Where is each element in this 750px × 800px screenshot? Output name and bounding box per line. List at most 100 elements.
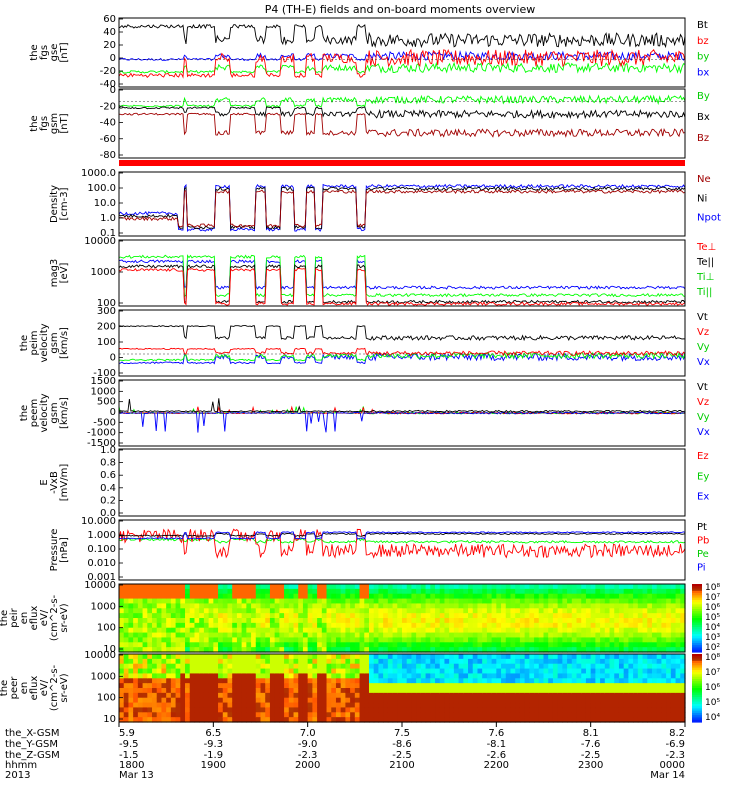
heatmap-cell bbox=[194, 588, 200, 595]
heatmap-cell bbox=[661, 697, 667, 704]
heatmap-cell bbox=[675, 697, 681, 704]
heatmap-cell bbox=[562, 588, 568, 595]
heatmap-cell bbox=[241, 642, 247, 648]
heatmap-cell bbox=[166, 673, 172, 679]
heatmap-cell bbox=[628, 598, 634, 605]
heatmap-cell bbox=[633, 598, 639, 605]
heatmap-cell bbox=[373, 603, 380, 609]
heatmap-cell bbox=[373, 697, 380, 704]
heatmap-cell bbox=[156, 717, 163, 723]
heatmap-cell bbox=[538, 637, 545, 643]
heatmap-cell bbox=[246, 717, 252, 723]
heatmap-cell bbox=[477, 663, 483, 670]
heatmap-cell bbox=[321, 683, 328, 689]
heatmap-cell bbox=[538, 642, 545, 648]
heatmap-cell bbox=[288, 642, 295, 648]
heatmap-cell bbox=[147, 584, 153, 590]
heatmap-cell bbox=[651, 608, 658, 614]
heatmap-cell bbox=[604, 688, 611, 694]
heatmap-cell bbox=[406, 658, 413, 665]
heatmap-cell bbox=[562, 584, 568, 590]
heatmap-cell bbox=[482, 613, 488, 619]
heatmap-cell bbox=[241, 637, 247, 643]
heatmap-cell bbox=[208, 637, 214, 643]
heatmap-cell bbox=[265, 642, 271, 648]
heatmap-cell bbox=[614, 632, 620, 639]
colorbar-cell bbox=[692, 613, 702, 617]
heatmap-cell bbox=[524, 598, 530, 605]
heatmap-cell bbox=[510, 697, 516, 704]
heatmap-cell bbox=[279, 584, 285, 590]
heatmap-cell bbox=[236, 678, 243, 684]
heatmap-cell bbox=[194, 712, 200, 718]
heatmap-cell bbox=[515, 668, 521, 675]
heatmap-cell bbox=[142, 613, 148, 619]
heatmap-cell bbox=[189, 584, 196, 590]
heatmap-cell bbox=[618, 598, 625, 605]
heatmap-cell bbox=[137, 712, 144, 718]
heatmap-cell bbox=[491, 683, 497, 689]
heatmap-cell bbox=[402, 688, 408, 694]
heatmap-cell bbox=[505, 642, 512, 648]
heatmap-cell bbox=[218, 627, 224, 634]
heatmap-cell bbox=[595, 702, 601, 709]
heatmap-cell bbox=[166, 598, 172, 605]
heatmap-cell bbox=[279, 642, 285, 648]
heatmap-cell bbox=[633, 632, 639, 639]
heatmap-cell bbox=[218, 697, 224, 704]
heatmap-cell bbox=[425, 588, 431, 595]
heatmap-cell bbox=[515, 663, 521, 670]
heatmap-cell bbox=[477, 618, 483, 624]
heatmap-cell bbox=[581, 598, 587, 605]
heatmap-cell bbox=[137, 668, 144, 675]
heatmap-cell bbox=[416, 683, 422, 689]
heatmap-cell bbox=[326, 654, 332, 660]
heatmap-cell bbox=[444, 584, 450, 590]
heatmap-cell bbox=[623, 668, 629, 675]
heatmap-cell bbox=[119, 637, 125, 643]
heatmap-cell bbox=[505, 627, 512, 634]
heatmap-cell bbox=[279, 697, 285, 704]
colorbar-tick-label: 10⁴ bbox=[705, 623, 720, 633]
heatmap-cell bbox=[633, 593, 639, 600]
colorbar-cell bbox=[692, 672, 702, 675]
heatmap-cell bbox=[156, 697, 163, 704]
heatmap-cell bbox=[246, 673, 252, 679]
heatmap-cell bbox=[411, 622, 417, 629]
heatmap-cell bbox=[213, 637, 219, 643]
heatmap-cell bbox=[562, 673, 568, 679]
heatmap-cell bbox=[317, 654, 323, 660]
heatmap-cell bbox=[633, 702, 639, 709]
heatmap-cell bbox=[293, 717, 299, 723]
heatmap-cell bbox=[378, 683, 384, 689]
heatmap-cell bbox=[378, 673, 384, 679]
heatmap-cell bbox=[317, 627, 323, 634]
heatmap-cell bbox=[567, 712, 573, 718]
heatmap-cell bbox=[482, 618, 488, 624]
heatmap-cell bbox=[642, 717, 648, 723]
y-tick-label: 10 bbox=[103, 644, 116, 655]
heatmap-cell bbox=[185, 702, 191, 709]
heatmap-cell bbox=[180, 637, 186, 643]
heatmap-cell bbox=[529, 618, 535, 624]
heatmap-cell bbox=[213, 588, 219, 595]
heatmap-cell bbox=[359, 658, 365, 665]
heatmap-cell bbox=[618, 688, 625, 694]
legend-item: Ni bbox=[697, 193, 707, 204]
x-tick-label: 2000 bbox=[295, 760, 320, 771]
heatmap-cell bbox=[227, 608, 233, 614]
heatmap-cell bbox=[383, 717, 389, 723]
heatmap-cell bbox=[326, 632, 332, 639]
heatmap-cell bbox=[373, 712, 380, 718]
heatmap-cell bbox=[576, 697, 582, 704]
heatmap-cell bbox=[185, 622, 191, 629]
heatmap-cell bbox=[628, 584, 634, 590]
heatmap-cell bbox=[647, 654, 653, 660]
heatmap-cell bbox=[156, 632, 163, 639]
heatmap-cell bbox=[397, 712, 403, 718]
heatmap-cell bbox=[335, 598, 342, 605]
heatmap-cell bbox=[666, 598, 672, 605]
heatmap-cell bbox=[312, 702, 318, 709]
heatmap-cell bbox=[675, 593, 681, 600]
